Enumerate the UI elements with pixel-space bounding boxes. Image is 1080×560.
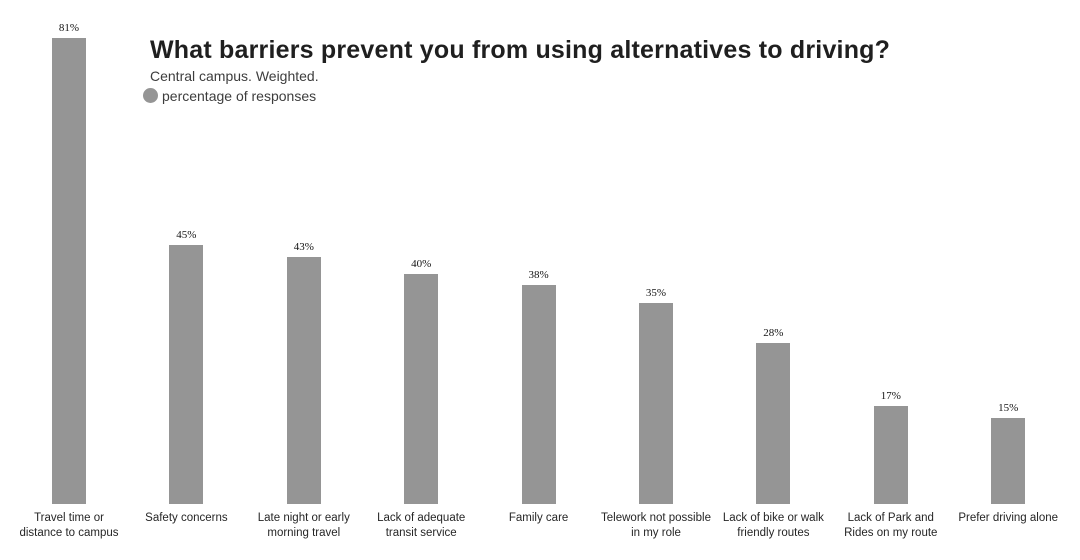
bar-value-label: 81%: [58, 22, 80, 34]
category-label: Travel time or distance to campus: [19, 512, 119, 539]
bar-value-label: 40%: [411, 258, 432, 270]
bar-column: 17% Lack of Park and Rides on my route: [834, 0, 948, 560]
bar: [756, 343, 791, 504]
category-label: Safety concerns: [145, 512, 228, 524]
bar: [404, 274, 439, 504]
legend-circle-icon: [143, 88, 158, 104]
bar-column: 40% Lack of adequate transit service: [364, 0, 478, 560]
category-label: Telework not possible in my role: [601, 512, 711, 539]
bar-value-label: 28%: [763, 327, 784, 339]
bar-column: 38% Family care: [482, 0, 596, 560]
bar-value-label: 43%: [293, 241, 314, 253]
legend-label: percentage of responses: [162, 87, 317, 104]
chart-subtitle: Central campus. Weighted.: [150, 67, 319, 84]
category-label: Late night or early morning travel: [257, 512, 350, 539]
category-label: Prefer driving alone: [958, 512, 1059, 524]
bar-column: 81% Travel time or distance to campus: [12, 0, 126, 560]
bar: [991, 418, 1026, 504]
bar: [286, 257, 321, 504]
category-label: Lack of adequate transit service: [377, 512, 466, 539]
bar-value-label: 45%: [176, 229, 197, 241]
bar-value-label: 15%: [998, 402, 1019, 414]
category-label: Lack of Park and Rides on my route: [844, 512, 938, 539]
bar-column: 43% Late night or early morning travel: [247, 0, 361, 560]
chart-header: What barriers prevent you from using alt…: [143, 36, 891, 104]
chart-title: What barriers prevent you from using alt…: [150, 36, 891, 64]
bar-column: 45% Safety concerns: [129, 0, 243, 560]
category-label: Lack of bike or walk friendly routes: [722, 512, 824, 539]
legend: percentage of responses: [143, 88, 890, 104]
bar: [52, 38, 86, 504]
bar-value-label: 17%: [880, 390, 901, 402]
bar: [169, 245, 204, 504]
category-label: Family care: [508, 512, 569, 524]
bar-value-label: 38%: [528, 269, 549, 281]
bar-column: 35% Telework not possible in my role: [599, 0, 713, 560]
bar: [639, 303, 673, 504]
bar: [521, 285, 556, 504]
bar-column: 28% Lack of bike or walk friendly routes: [716, 0, 830, 560]
bar-column: 15% Prefer driving alone: [951, 0, 1065, 560]
bar: [873, 406, 908, 504]
bar-value-label: 35%: [645, 287, 667, 299]
